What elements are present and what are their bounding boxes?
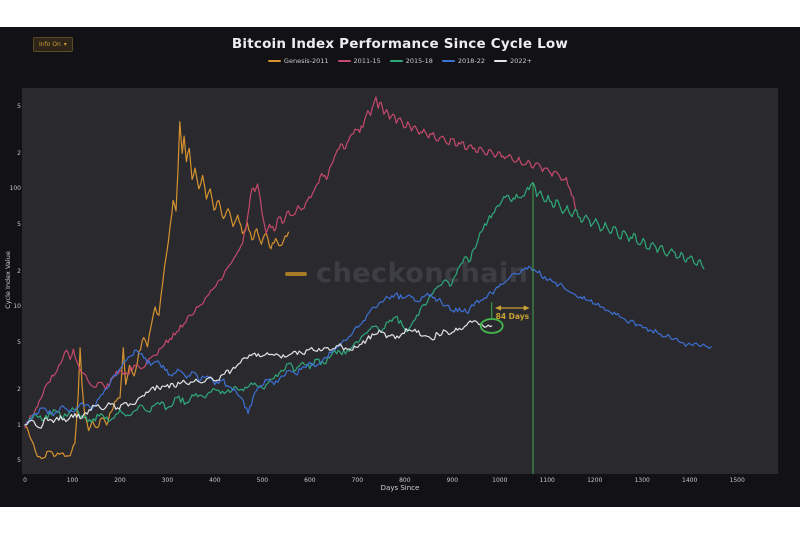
legend-label: Genesis-2011 [283,57,329,65]
chart-canvas [24,96,712,474]
info-toggle-label: Info On [39,41,61,48]
series-line-2022+ [24,320,493,429]
legend-swatch-icon [337,60,351,62]
series-line-Genesis-2011 [24,121,290,460]
legend-swatch-icon [441,60,455,62]
highlight-ellipse [479,318,504,334]
chart-panel: Info On ▾ Bitcoin Index Performance Sinc… [0,27,800,507]
legend-swatch-icon [389,60,403,62]
span-arrow-right-head-icon [523,305,530,311]
info-toggle-button[interactable]: Info On ▾ [33,37,73,52]
span-arrow-label: 84 Days [495,312,530,321]
legend-swatch-icon [494,60,508,62]
legend-item-Genesis-2011[interactable]: Genesis-2011 [267,57,329,65]
series-line-2018-22 [24,265,712,426]
legend-label: 2022+ [510,57,533,65]
series-line-2015-18 [24,182,705,426]
span-arrow-left-head-icon [495,305,502,311]
chart-title: Bitcoin Index Performance Since Cycle Lo… [231,36,569,52]
legend-swatch-icon [267,60,281,62]
legend-item-2018-22[interactable]: 2018-22 [441,57,486,65]
watermark-text: checkonchain [316,258,529,289]
legend-label: 2015-18 [405,57,433,65]
plot-area[interactable] [22,88,778,474]
watermark: checkonchain [285,258,528,289]
legend-label: 2011-15 [353,57,381,65]
chart-legend: Genesis-2011 2011-15 2015-18 2018-22 2022+ [0,57,800,65]
series-line-2011-15 [24,96,577,429]
legend-item-2011-15[interactable]: 2011-15 [337,57,381,65]
watermark-dash-icon [285,271,307,276]
legend-label: 2018-22 [457,57,486,65]
chevron-down-icon: ▾ [63,41,67,48]
legend-item-2022+[interactable]: 2022+ [494,57,532,65]
legend-item-2015-18[interactable]: 2015-18 [389,57,433,65]
